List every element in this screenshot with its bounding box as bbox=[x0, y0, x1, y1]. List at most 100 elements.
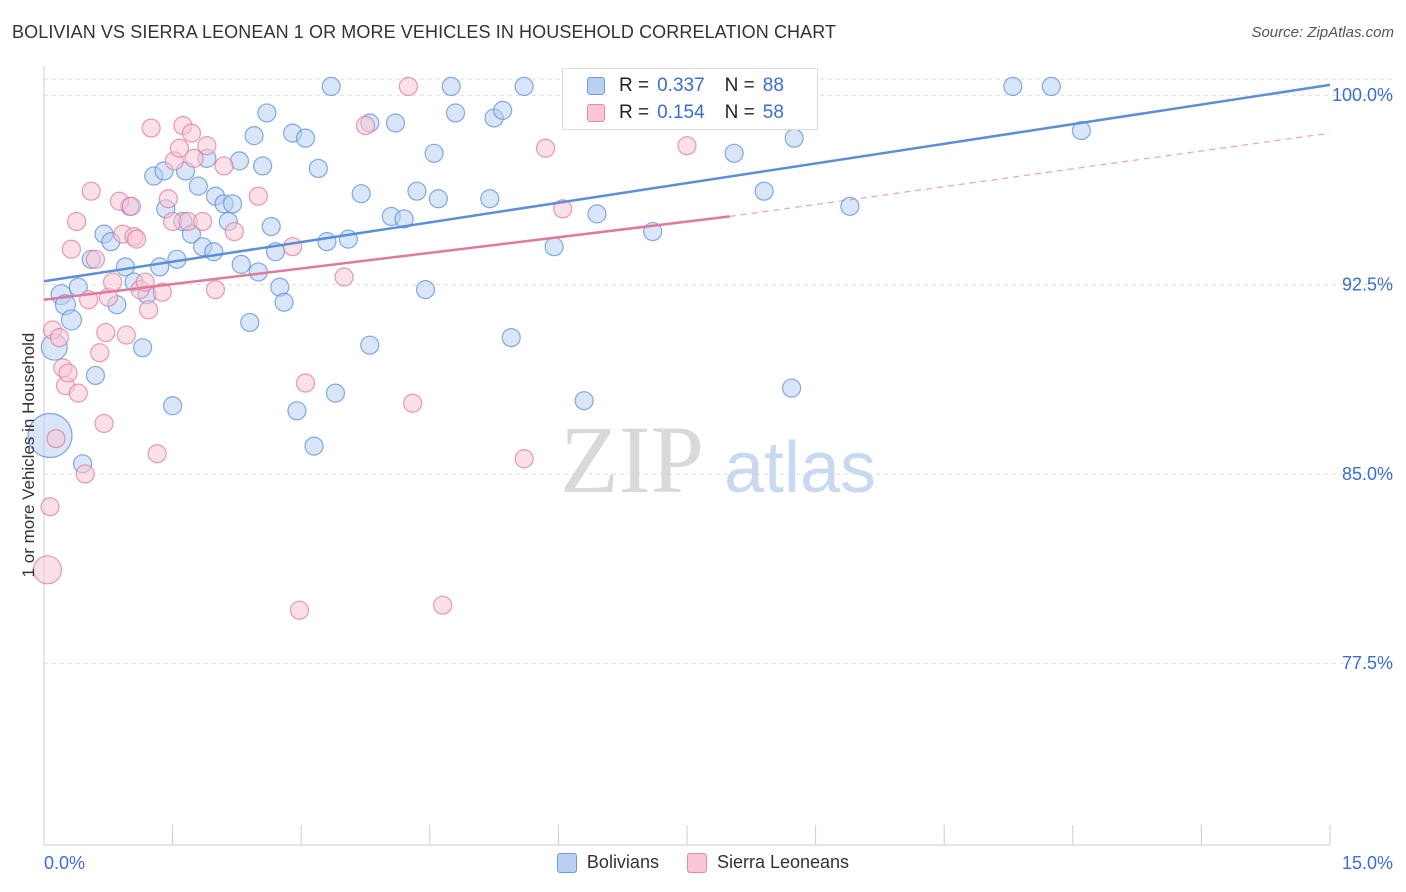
data-point bbox=[501, 327, 521, 348]
data-point bbox=[32, 555, 63, 585]
data-point bbox=[204, 242, 224, 262]
data-point bbox=[587, 204, 607, 224]
data-point bbox=[274, 292, 294, 312]
data-point bbox=[295, 128, 316, 148]
trend-lines bbox=[43, 83, 1331, 301]
data-point bbox=[1003, 76, 1023, 97]
data-point bbox=[257, 103, 277, 123]
r-label: R = bbox=[619, 75, 650, 96]
legend-swatch-sierra-leoneans bbox=[587, 104, 605, 122]
r-value: 0.154 bbox=[657, 102, 705, 123]
data-point bbox=[141, 118, 161, 138]
n-value: 58 bbox=[762, 102, 784, 123]
data-point bbox=[81, 181, 101, 201]
data-point bbox=[193, 211, 213, 232]
data-point bbox=[181, 123, 202, 143]
stats-row-sierra-leoneans: R = 0.154 N = 58 bbox=[587, 100, 792, 126]
n-label: N = bbox=[724, 102, 755, 123]
data-point bbox=[66, 211, 87, 232]
data-point bbox=[248, 186, 268, 206]
data-point bbox=[188, 176, 208, 196]
data-point bbox=[351, 184, 371, 204]
watermark: ZIP atlas bbox=[560, 406, 876, 513]
data-point bbox=[75, 464, 95, 484]
data-point bbox=[85, 365, 106, 386]
data-point bbox=[85, 249, 106, 269]
data-point bbox=[68, 383, 88, 403]
legend-item-sierra-leoneans[interactable]: Sierra Leoneans bbox=[686, 852, 850, 873]
data-point bbox=[317, 232, 337, 252]
data-point bbox=[304, 436, 324, 456]
data-point bbox=[514, 76, 534, 97]
stats-legend: R = 0.337 N = 88 R = 0.154 N = 58 bbox=[562, 68, 818, 130]
data-point bbox=[224, 221, 244, 242]
data-point bbox=[480, 189, 500, 209]
n-value: 88 bbox=[762, 75, 784, 96]
y-axis-label: 1 or more Vehicles in Household bbox=[19, 333, 38, 578]
legend-swatch-bolivians bbox=[587, 77, 605, 95]
y-tick-label: 100.0% bbox=[1332, 85, 1393, 105]
data-point bbox=[574, 391, 594, 411]
n-label: N = bbox=[724, 75, 755, 96]
data-point bbox=[244, 126, 264, 146]
data-point bbox=[428, 189, 448, 209]
y-tick-label: 85.0% bbox=[1342, 464, 1393, 484]
data-point bbox=[398, 76, 418, 97]
data-point bbox=[147, 444, 167, 464]
data-point bbox=[223, 194, 243, 214]
data-point bbox=[138, 300, 159, 320]
gridlines: 77.5% 85.0% 92.5% 100.0% bbox=[44, 78, 1393, 673]
data-point bbox=[321, 76, 341, 97]
data-point bbox=[60, 309, 83, 331]
data-point bbox=[287, 401, 307, 421]
data-point bbox=[61, 239, 82, 259]
data-point bbox=[840, 196, 860, 216]
data-point bbox=[96, 322, 116, 343]
legend-label-bolivians: Bolivians bbox=[586, 852, 659, 872]
data-point bbox=[261, 216, 281, 237]
data-point bbox=[283, 237, 303, 257]
series-legend: Bolivians Sierra Leoneans bbox=[0, 852, 1406, 873]
data-point bbox=[445, 103, 466, 123]
r-value: 0.337 bbox=[657, 75, 705, 96]
data-point bbox=[385, 113, 406, 133]
data-point bbox=[325, 383, 346, 403]
data-point bbox=[289, 600, 310, 620]
watermark-atlas: atlas bbox=[724, 428, 876, 508]
data-point bbox=[253, 156, 273, 176]
data-point bbox=[126, 229, 147, 249]
data-point bbox=[94, 413, 114, 434]
data-point bbox=[407, 181, 427, 201]
data-point bbox=[240, 312, 260, 333]
data-point bbox=[150, 257, 170, 277]
data-point bbox=[334, 267, 354, 287]
data-point bbox=[308, 158, 328, 179]
y-tick-label: 77.5% bbox=[1342, 653, 1393, 673]
x-tick-label-min: 0.0% bbox=[44, 853, 85, 873]
data-point bbox=[415, 280, 436, 300]
legend-item-bolivians[interactable]: Bolivians bbox=[556, 852, 659, 873]
trend-line-extension bbox=[729, 132, 1331, 218]
data-point bbox=[544, 237, 564, 257]
data-point bbox=[1071, 120, 1091, 141]
data-point bbox=[433, 595, 453, 615]
data-point bbox=[677, 136, 697, 156]
y-tick-label: 92.5% bbox=[1342, 275, 1393, 295]
data-point bbox=[90, 343, 110, 363]
data-point bbox=[553, 199, 573, 219]
data-point bbox=[394, 209, 414, 229]
data-point bbox=[102, 272, 123, 292]
data-point bbox=[514, 449, 534, 469]
data-point bbox=[535, 138, 556, 158]
chart-title: BOLIVIAN VS SIERRA LEONEAN 1 OR MORE VEH… bbox=[12, 22, 837, 42]
data-point bbox=[214, 156, 234, 176]
data-point bbox=[58, 363, 78, 383]
data-point bbox=[295, 373, 316, 393]
data-point bbox=[724, 143, 744, 163]
data-point bbox=[231, 254, 251, 274]
data-point bbox=[121, 196, 142, 216]
data-point bbox=[205, 280, 226, 300]
legend-label-sierra-leoneans: Sierra Leoneans bbox=[716, 852, 850, 872]
stats-row-bolivians: R = 0.337 N = 88 bbox=[587, 73, 792, 99]
